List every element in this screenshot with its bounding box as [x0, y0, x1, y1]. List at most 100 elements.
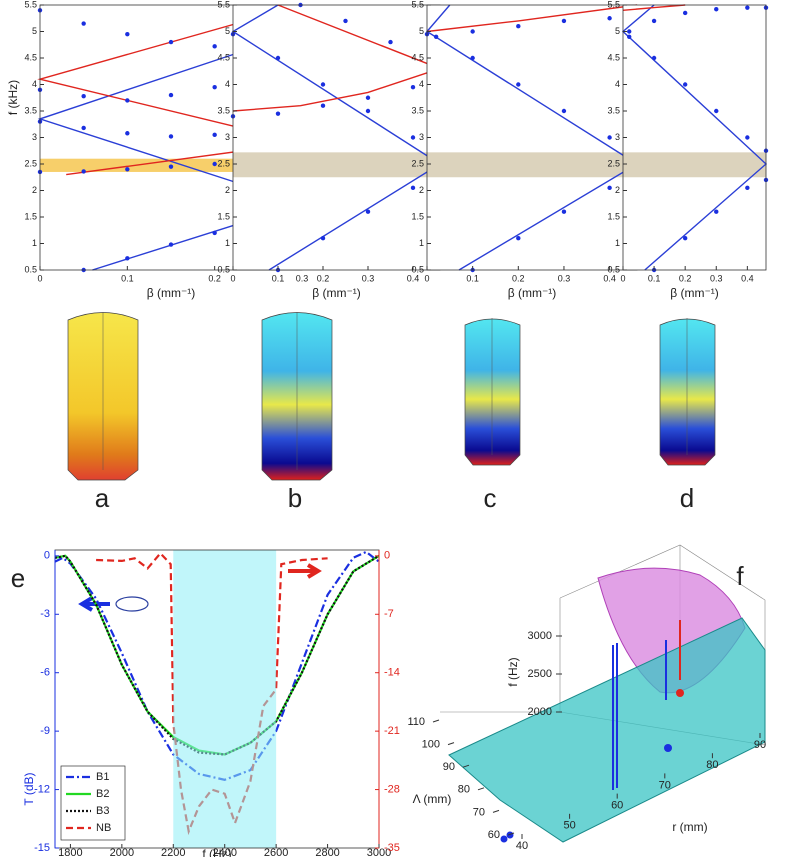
band-gap [623, 152, 766, 178]
dot [410, 135, 416, 140]
y-tick-label: 4 [225, 79, 230, 89]
y-tick-label: 3.5 [217, 105, 230, 115]
y-tick-label: 40 [516, 840, 528, 852]
resonator-b [261, 312, 333, 481]
dot [627, 29, 632, 34]
dot [320, 236, 326, 241]
dot [81, 21, 86, 26]
y-tick-label: 3.5 [411, 105, 424, 115]
z-tick-label: 3000 [528, 630, 552, 642]
y2-tick-label: -28 [384, 783, 400, 795]
y-tick-label: 3 [615, 132, 620, 142]
dot [320, 82, 326, 87]
y-tick-label: 1.5 [217, 211, 230, 221]
dot [470, 55, 475, 61]
y-tick-label: 4 [615, 79, 620, 89]
dot [682, 82, 688, 87]
dot [275, 111, 281, 116]
dot [627, 34, 632, 39]
x-tick [462, 764, 470, 768]
dot [745, 185, 750, 191]
y-tick-label: 2 [615, 185, 620, 195]
x-tick-label: 2600 [264, 847, 288, 857]
dot [125, 131, 130, 136]
y-tick-label: 4 [419, 79, 424, 89]
dot [212, 44, 217, 49]
dot [365, 209, 371, 214]
dot [365, 108, 371, 114]
series-line [425, 4, 639, 271]
y-tick-label: 1.5 [411, 211, 424, 221]
x-tick-label: 0.3 [362, 273, 375, 283]
x-tick-label: 0 [37, 273, 42, 283]
panel-letter: c [484, 483, 497, 513]
x-tick-label: 0 [620, 273, 625, 283]
y-tick-label: 5.5 [217, 0, 230, 9]
x-tick-label: 80 [458, 784, 470, 796]
x-axis-label: Λ (mm) [413, 792, 452, 806]
x-tick-label: 0.3 [296, 273, 309, 283]
dot [125, 256, 130, 261]
x-tick-label: 0.3 [710, 273, 723, 283]
dot [714, 209, 719, 214]
dot [516, 236, 521, 241]
y-tick-label: 70 [659, 779, 671, 791]
shaded-region [173, 550, 277, 848]
y-tick-label: 4.5 [24, 52, 37, 62]
series-line [231, 4, 442, 271]
panel-letter: d [680, 483, 694, 513]
legend-label: B3 [96, 805, 109, 817]
y-tick-label: 4.5 [411, 52, 424, 62]
dot [745, 135, 750, 140]
y-tick-label: 5 [419, 26, 424, 36]
x-tick-label: 2400 [212, 847, 236, 857]
band-gap [427, 152, 637, 178]
y-tick-label: 5 [225, 26, 230, 36]
x-tick-label: 110 [407, 716, 425, 728]
y2-tick-label: 0 [384, 550, 390, 562]
dot [212, 84, 217, 90]
y-tick-label: 1 [419, 238, 424, 248]
x-tick-label: 0.4 [603, 273, 616, 283]
x-tick-label: 0.4 [741, 273, 754, 283]
dot [275, 55, 281, 61]
x-tick-label: 0.4 [407, 273, 420, 283]
dot [168, 134, 174, 139]
x-tick [447, 742, 455, 746]
y-tick-label: 2.5 [607, 158, 620, 168]
y-tick-label: 4.5 [607, 52, 620, 62]
dot [561, 209, 567, 214]
x-tick-label: 0.1 [466, 273, 479, 283]
dot [561, 108, 567, 114]
x-axis-label: β (mm⁻¹) [508, 286, 557, 300]
dot [343, 18, 348, 24]
y-tick-label: 3 [419, 132, 424, 142]
x-axis-label: β (mm⁻¹) [312, 286, 361, 300]
dot [516, 82, 521, 87]
y-tick-label: 3.5 [607, 105, 620, 115]
x-axis-label: β (mm⁻¹) [147, 286, 196, 300]
x-axis-label: β (mm⁻¹) [670, 286, 719, 300]
y-axis-label: f (kHz) [6, 80, 20, 115]
series-line [232, 4, 443, 112]
y-tick-label: 2 [225, 185, 230, 195]
y2-tick-label: -14 [384, 667, 400, 679]
dot [516, 24, 521, 29]
y-tick-label: 0.5 [217, 264, 230, 274]
y-tick-label: 1.5 [607, 211, 620, 221]
y-tick-label: -6 [40, 667, 50, 679]
x-tick [507, 832, 515, 836]
series-line [37, 30, 305, 271]
dot [410, 185, 416, 191]
x-tick [492, 809, 500, 813]
x-tick-label: 0.2 [317, 273, 330, 283]
dot [433, 34, 439, 39]
y-tick-label: 5 [615, 26, 620, 36]
x-tick-label: 70 [473, 806, 485, 818]
y-axis-label: T (dB) [22, 772, 36, 805]
y2-tick-label: -21 [384, 725, 400, 737]
dot [81, 125, 86, 131]
resonator-d [659, 318, 716, 466]
y-tick-label: 0 [44, 550, 50, 562]
dot [212, 132, 217, 138]
